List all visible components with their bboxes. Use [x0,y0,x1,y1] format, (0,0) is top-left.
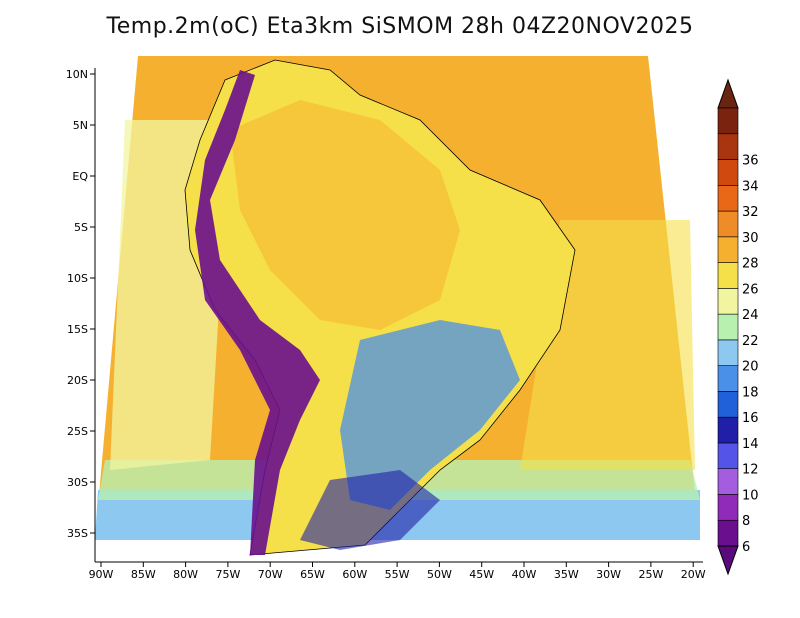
longitude-label: 90W [89,568,114,581]
colorbar-label: 28 [742,257,759,272]
longitude-label: 75W [215,568,240,581]
colorbar-label: 10 [742,488,759,503]
latitude-label: 25S [67,425,88,438]
colorbar-label: 14 [742,437,759,452]
colorbar-label: 12 [742,463,759,478]
colorbar-segment [717,519,739,547]
colorbar-label: 20 [742,360,759,375]
latitude-label: 20S [67,374,88,387]
colorbar-top-arrow [717,78,739,109]
colorbar-segment [717,107,739,135]
colorbar-label: 34 [742,179,759,194]
colorbar-label: 16 [742,411,759,426]
colorbar-segment [717,210,739,238]
colorbar-segment [717,442,739,470]
colorbar-label: 32 [742,205,759,220]
colorbar-segment [717,391,739,418]
colorbar-label: 22 [742,334,759,349]
longitude-label: 80W [173,568,198,581]
colorbar-label: 8 [742,514,750,529]
andes-cold-strip [195,70,320,555]
longitude-label: 55W [385,568,410,581]
amazon-warm-region [230,100,460,330]
colorbar-segment [717,365,739,392]
colorbar-label: 18 [742,385,759,400]
colorbar-label: 36 [742,154,759,169]
colorbar-label: 30 [742,231,759,246]
colorbar-segment [717,339,739,366]
longitude-label: 35W [554,568,579,581]
colorbar-segment [717,416,739,444]
colorbar-segment [717,313,739,341]
colorbar-label: 26 [742,282,759,297]
longitude-label: 70W [258,568,283,581]
longitude-label: 30W [596,568,621,581]
latitude-labels: 10N 5N EQ 5S 10S 15S 20S 25S 30S 35S [66,68,95,540]
colorbar-segment [717,262,739,289]
colorbar-segment [717,236,739,263]
colorbar-segment [717,468,739,495]
colorbar-label: 6 [742,540,750,555]
longitude-label: 65W [300,568,325,581]
colorbar-segment [717,159,739,186]
longitude-label: 40W [512,568,537,581]
southeast-cool-region [340,320,520,510]
colorbar-segment [717,133,739,160]
latitude-label: 15S [67,323,88,336]
colorbar-label: 24 [742,308,759,323]
colorbar-segment [717,288,739,315]
map-frame [94,68,703,563]
latitude-label: 35S [67,527,88,540]
colorbar-labels: 6 8 10 12 14 16 18 20 22 24 26 28 30 32 34 36 [742,154,759,555]
latitude-label: 10N [66,68,88,81]
longitude-label: 60W [342,568,367,581]
longitude-labels: 90W 85W 80W 75W 70W 65W 60W 55W 50W 45W 40W 35W 30W 2… [89,562,706,581]
south-cold-region [300,470,440,550]
longitude-label: 25W [638,568,663,581]
colorbar-bottom-arrow [717,545,739,576]
colorbar-segment [717,184,739,212]
longitude-label: 45W [469,568,494,581]
latitude-label: 5N [73,119,88,132]
longitude-label: 50W [427,568,452,581]
latitude-label: 30S [67,476,88,489]
latitude-label: EQ [72,170,88,183]
colorbar [717,78,739,576]
map-title: Temp.2m(oC) Eta3km SiSMOM 28h 04Z20NOV20… [106,14,694,39]
map-field [95,56,700,556]
latitude-label: 5S [74,221,88,234]
colorbar-segment [717,494,739,521]
longitude-label: 85W [131,568,156,581]
latitude-label: 10S [67,272,88,285]
longitude-label: 20W [681,568,706,581]
